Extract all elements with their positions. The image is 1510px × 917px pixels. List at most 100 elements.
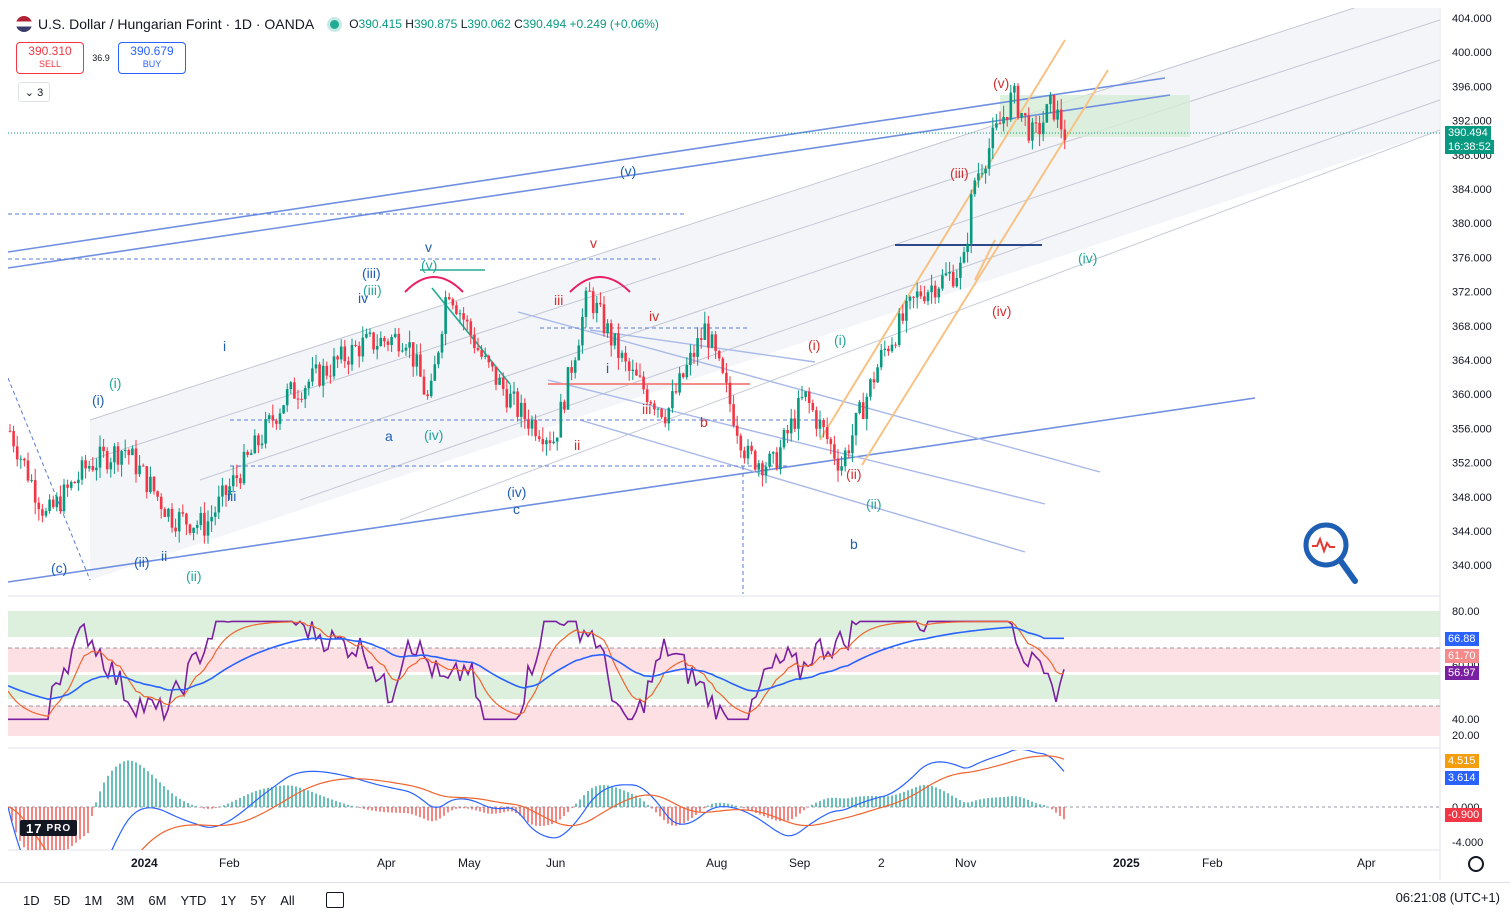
tf-1m[interactable]: 1M [84, 892, 103, 908]
candle [300, 398, 303, 400]
candle [573, 360, 577, 373]
macd-bar [875, 796, 877, 807]
macd-bar [331, 799, 333, 807]
wave-label: (i) [92, 392, 104, 408]
candle [185, 513, 188, 525]
time-tick: Sep [789, 856, 811, 870]
calendar-icon[interactable] [325, 892, 344, 908]
macd-bar [387, 807, 389, 813]
price-tick: 360.000 [1452, 389, 1492, 401]
macd-bar [431, 807, 433, 822]
macd-bar [687, 807, 689, 821]
macd-bar [731, 804, 733, 807]
macd-bar [479, 807, 481, 812]
candle [181, 512, 185, 514]
candle [717, 350, 721, 359]
macd-bar [735, 805, 737, 807]
macd-bar [915, 787, 917, 807]
tradingview-logo[interactable]: 17 PRO [20, 820, 78, 836]
candle [1002, 116, 1005, 124]
tf-ytd[interactable]: YTD [180, 892, 207, 908]
candle [105, 451, 109, 470]
candle [33, 480, 37, 503]
candle [365, 333, 368, 338]
candle [858, 402, 861, 414]
macd-bar [135, 762, 137, 807]
clock[interactable]: 06:21:08 (UTC+1) [1395, 890, 1500, 905]
candle [725, 372, 728, 383]
candle [12, 431, 15, 447]
candle [800, 397, 804, 399]
macd-bar [435, 807, 437, 821]
candle [368, 332, 372, 334]
wave-label: (iv) [1078, 250, 1097, 266]
macd-bar [799, 807, 801, 814]
candle [793, 418, 797, 429]
tf-5d[interactable]: 5D [53, 892, 71, 908]
rsi-band-label: 61.70 [1445, 649, 1479, 663]
candle [48, 499, 51, 511]
macd-bar [463, 807, 465, 809]
tf-1d[interactable]: 1D [23, 892, 40, 908]
macd-bar [459, 807, 461, 809]
macd-bar [635, 795, 637, 807]
macd-bar [491, 807, 493, 814]
candle [354, 344, 357, 347]
candle [822, 419, 825, 428]
macd-bar [507, 807, 509, 812]
tf-5y[interactable]: 5Y [250, 892, 267, 908]
candle [242, 451, 246, 484]
candle [264, 419, 267, 444]
candle [635, 369, 638, 376]
candle [23, 458, 26, 461]
candle [177, 512, 181, 532]
tf-all[interactable]: All [280, 892, 295, 908]
candle [566, 367, 570, 410]
settings-gear-icon[interactable] [1468, 856, 1484, 872]
candle [426, 394, 429, 397]
candle [548, 440, 552, 444]
price-tick: 380.000 [1452, 218, 1492, 230]
macd-bar [83, 807, 85, 837]
candle [131, 448, 134, 455]
candle [77, 479, 80, 484]
macd-bar [439, 807, 441, 819]
macd-bar [983, 798, 985, 807]
candle [221, 485, 224, 497]
macd-bar [815, 802, 817, 807]
candle [977, 173, 980, 181]
buy-button[interactable]: 390.679 BUY [118, 42, 186, 74]
candle [253, 435, 257, 454]
sell-button[interactable]: 390.310 SELL [16, 42, 84, 74]
candle [671, 391, 674, 409]
macd-bar [855, 796, 857, 807]
macd-bar [95, 802, 97, 807]
tf-3m[interactable]: 3M [116, 892, 135, 908]
candle [948, 271, 951, 274]
magnifier-icon[interactable] [1303, 522, 1358, 584]
indicators-collapse-button[interactable]: ⌄ 3 [18, 82, 50, 102]
wave-label: a [385, 428, 393, 444]
macd-bar [931, 785, 933, 807]
candle [768, 453, 771, 467]
candle [145, 466, 149, 493]
macd-bar [751, 807, 753, 812]
candle [753, 450, 757, 470]
macd-bar [495, 807, 497, 814]
symbol-title[interactable]: U.S. Dollar / Hungarian Forint · 1D · OA… [38, 16, 315, 32]
macd-bar [115, 766, 117, 807]
wave-label: iii [554, 292, 563, 308]
macd-bar [231, 801, 233, 807]
candle [678, 373, 681, 393]
macd-bar [259, 789, 261, 807]
tf-1y[interactable]: 1Y [220, 892, 237, 908]
tf-6m[interactable]: 6M [148, 892, 167, 908]
candle [210, 516, 213, 522]
macd-bar [99, 791, 101, 807]
candle [440, 333, 444, 353]
macd-bar [959, 800, 961, 807]
candle [851, 435, 854, 454]
macd-bar [807, 807, 809, 808]
wave-label: (iii) [950, 165, 969, 181]
